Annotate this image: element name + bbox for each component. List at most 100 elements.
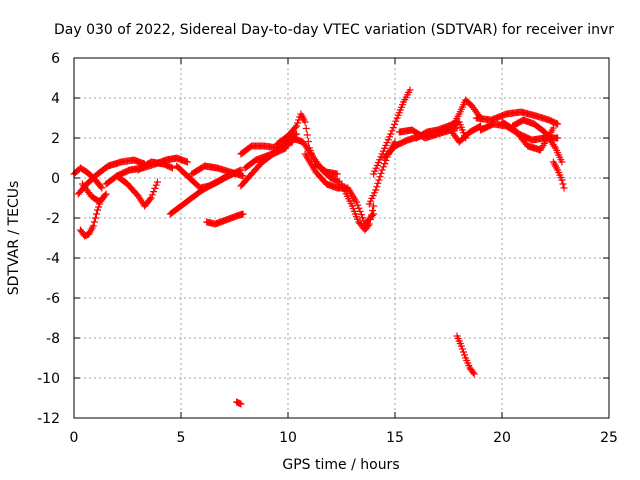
data-point [102, 190, 110, 198]
data-point [457, 342, 465, 350]
series-arc-7 [134, 158, 176, 174]
y-axis-title: SDTVAR / TECUs [6, 181, 22, 296]
series-arc-27 [472, 108, 562, 128]
y-tick-label: 2 [51, 131, 60, 147]
series-arc-26 [453, 332, 478, 378]
data-point [97, 183, 105, 191]
series-arc-18 [301, 150, 378, 228]
x-tick-label: 20 [493, 430, 511, 446]
data-point [94, 206, 102, 214]
data-point [366, 216, 374, 223]
y-tick-label: -4 [46, 251, 60, 267]
data-point [352, 198, 360, 206]
data-point [392, 117, 400, 125]
series-arc-21 [370, 86, 414, 178]
data-point [150, 188, 158, 196]
series-arc-25 [447, 96, 485, 134]
data-point [354, 201, 362, 209]
data-point [95, 203, 103, 211]
x-tick-label: 10 [279, 430, 297, 446]
data-point [369, 207, 377, 214]
data-point [183, 158, 191, 166]
chart-title: Day 030 of 2022, Sidereal Day-to-day VTE… [54, 22, 614, 38]
data-point [459, 348, 467, 356]
data-point [549, 124, 557, 132]
data-point [168, 164, 176, 172]
plot-frame [73, 57, 610, 419]
data-point [469, 369, 477, 376]
series-arc-2 [74, 156, 149, 198]
data-point [294, 119, 302, 127]
series-arc-12 [233, 398, 245, 408]
data-point [364, 222, 372, 229]
data-point [558, 176, 566, 184]
series-arc-30 [509, 116, 566, 166]
data-point [372, 186, 380, 194]
series-arc-31 [549, 158, 568, 192]
x-axis-title: GPS time / hours [282, 457, 399, 473]
x-tick-label: 25 [600, 430, 618, 446]
data-point [378, 166, 386, 174]
data-point [379, 163, 387, 171]
y-tick-label: -10 [37, 371, 60, 387]
y-tick-label: 0 [51, 171, 60, 187]
y-tick-label: -8 [46, 331, 60, 347]
data-point [388, 127, 396, 135]
data-point [146, 195, 154, 203]
data-point [374, 179, 382, 187]
data-point [282, 144, 290, 152]
data-point [391, 120, 399, 128]
data-point [365, 220, 373, 228]
data-point [303, 131, 311, 139]
series-arc-11 [203, 210, 247, 228]
x-tick-label: 15 [386, 430, 404, 446]
data-point [559, 180, 567, 188]
data-point [357, 211, 365, 219]
data-point [239, 172, 247, 180]
data-point [98, 184, 106, 192]
data-point [301, 118, 309, 126]
y-tick-label: 4 [51, 91, 60, 107]
data-point [387, 130, 395, 138]
data-point [373, 183, 381, 191]
data-point [333, 170, 341, 178]
data-point [367, 211, 375, 219]
y-tick-label: 6 [51, 51, 60, 67]
series-arc-19 [338, 180, 378, 234]
series-arc-15 [241, 144, 290, 172]
data-point [293, 122, 301, 130]
data-point [89, 222, 97, 230]
y-tick-label: -12 [37, 411, 60, 427]
data-point [92, 210, 100, 218]
data-point [377, 169, 385, 177]
data-marks [70, 86, 568, 408]
y-tick-label: -6 [46, 291, 60, 307]
data-point [461, 351, 469, 359]
data-point [458, 345, 466, 353]
series-arc-23 [395, 122, 485, 146]
series-arc-5 [102, 172, 161, 210]
axis-ticks: 0 5 10 15 20 25 -12 -10 -8 -6 -4 -2 0 2 4 6 [37, 51, 618, 446]
data-point [470, 370, 478, 378]
series-arc-10 [188, 162, 247, 180]
data-point [101, 191, 109, 199]
data-point [376, 173, 384, 181]
data-point [147, 194, 155, 202]
data-point [370, 202, 378, 210]
y-tick-label: -2 [46, 211, 60, 227]
data-point [554, 120, 562, 128]
data-point [90, 218, 98, 226]
data-point [375, 176, 383, 184]
series-arc-29 [498, 118, 557, 154]
data-point [302, 125, 310, 132]
data-point [152, 181, 160, 189]
data-point [406, 86, 414, 94]
series-arc-4 [79, 180, 110, 206]
data-point [291, 123, 299, 131]
data-point [554, 134, 562, 142]
data-point [558, 158, 566, 166]
data-point [151, 184, 159, 192]
data-point [91, 214, 99, 222]
data-point [359, 214, 367, 222]
